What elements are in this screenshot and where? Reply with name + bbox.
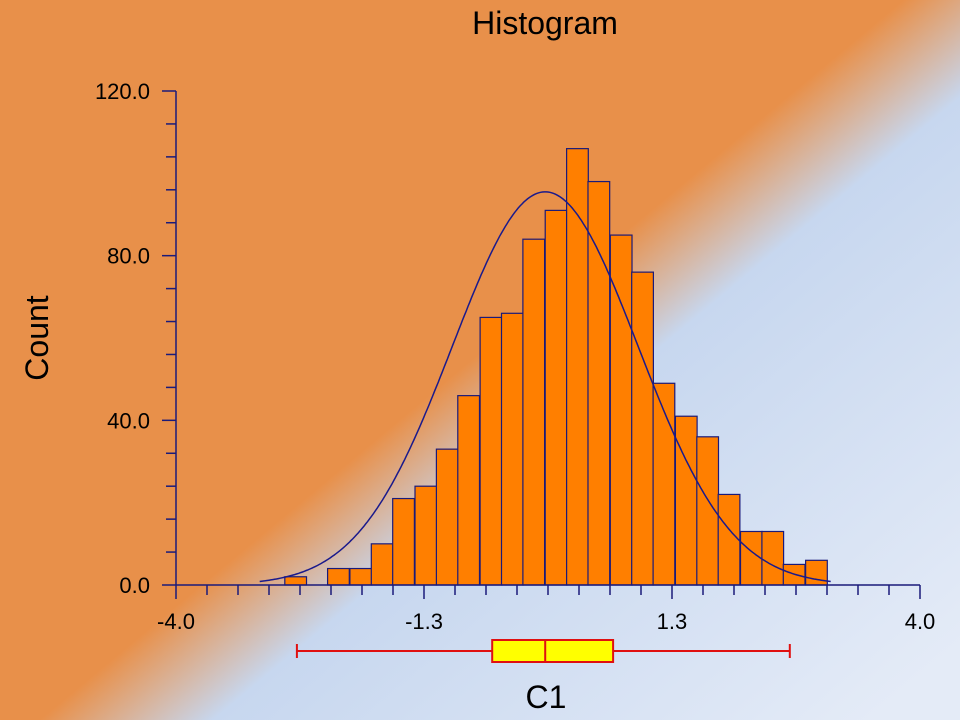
x-axis-label: C1 xyxy=(526,679,567,715)
histogram-bars xyxy=(284,148,828,586)
histogram-bar xyxy=(739,530,763,586)
normal-fit-curve xyxy=(259,191,831,583)
x-tick-label: 4.0 xyxy=(905,609,936,634)
histogram-bar xyxy=(544,209,568,586)
boxplot-box xyxy=(491,639,615,663)
histogram-bar xyxy=(349,567,373,586)
histogram-bar xyxy=(674,415,698,586)
histogram-bar xyxy=(414,485,438,586)
histogram-bar xyxy=(609,234,633,586)
chart-title: Histogram xyxy=(472,5,618,41)
y-tick-label: 120.0 xyxy=(95,79,150,104)
x-tick-label: 1.3 xyxy=(657,609,688,634)
histogram-bar xyxy=(652,382,676,586)
y-tick-label: 80.0 xyxy=(107,244,150,269)
histogram-bar xyxy=(761,530,785,586)
histogram-bar xyxy=(370,543,394,586)
histogram-bar xyxy=(392,497,415,586)
histogram-bar xyxy=(479,316,503,586)
box-plot xyxy=(295,639,791,663)
histogram-bar xyxy=(326,567,350,586)
y-axis-label: Count xyxy=(19,295,55,381)
y-tick-label: 40.0 xyxy=(107,408,150,433)
histogram-bar xyxy=(435,448,459,586)
histogram-bar xyxy=(587,180,611,586)
axes: 0.0 40.0 80.0 120.0 -4.0 -1.3 1.3 4.0 xyxy=(95,79,935,634)
histogram-bar xyxy=(457,395,481,586)
histogram-bar xyxy=(717,493,741,586)
x-tick-label: -1.3 xyxy=(405,609,443,634)
y-tick-label: 0.0 xyxy=(119,573,150,598)
x-tick-label: -4.0 xyxy=(157,609,195,634)
histogram-bar xyxy=(500,312,524,586)
histogram-bar xyxy=(631,271,654,586)
histogram-bar xyxy=(284,576,308,586)
histogram-bar xyxy=(522,238,546,586)
